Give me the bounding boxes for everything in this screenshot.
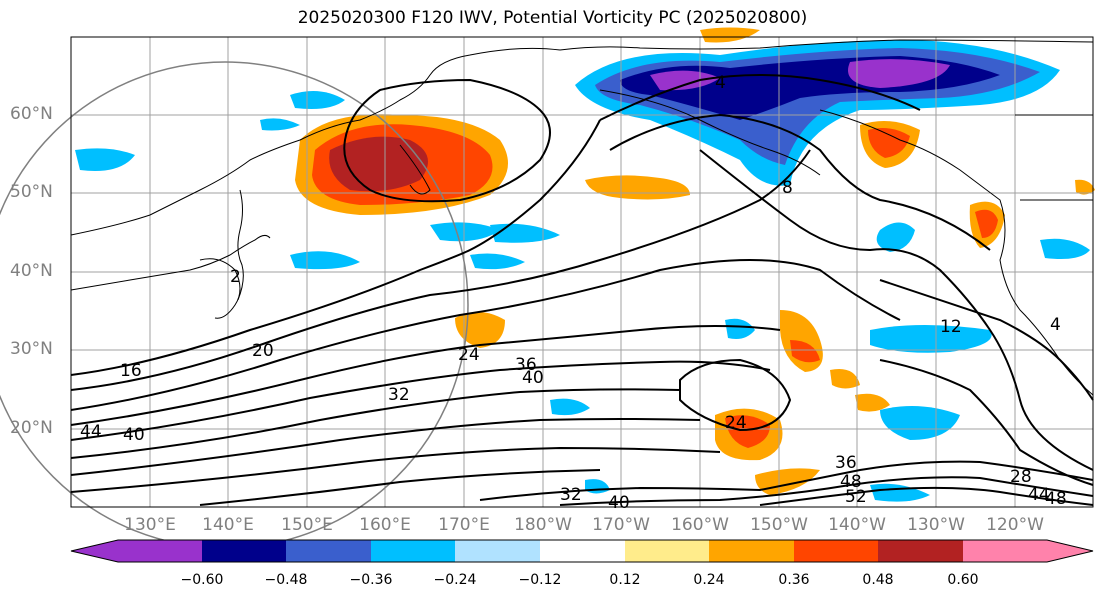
lon-label: 150°E: [281, 515, 333, 535]
map-frame: [70, 36, 1094, 508]
colorbar-segment: [794, 540, 878, 562]
colorbar-tick-label: 0.60: [947, 572, 979, 588]
contour-label: 44: [1028, 485, 1050, 505]
colorbar-tick-label: 0.36: [778, 572, 810, 588]
lat-label: 40°N: [10, 261, 53, 281]
lon-label: 170°E: [438, 515, 490, 535]
contour-label: 16: [120, 361, 142, 381]
lon-label: 130°E: [124, 515, 176, 535]
colorbar-tick-label: 0.24: [693, 572, 725, 588]
contour-label: 44: [80, 422, 102, 442]
lon-label: 120°W: [986, 515, 1044, 535]
colorbar-tick-label: 0.12: [609, 572, 641, 588]
contour-labels: 4 8 12 16 20 24 28 32 36 40 44 48 52 24 …: [80, 73, 1067, 513]
lon-label: 130°W: [907, 515, 965, 535]
colorbar-tick-label: 0.48: [862, 572, 894, 588]
colorbar-tick-label: −0.36: [349, 572, 393, 588]
lon-label: 140°W: [828, 515, 886, 535]
contour-label: 32: [388, 385, 410, 405]
colorbar-segment: [540, 540, 625, 562]
contour-label: 40: [522, 368, 544, 388]
contour-label: 36: [515, 355, 537, 375]
lat-label: 30°N: [10, 339, 53, 359]
contour-label: 48: [840, 472, 862, 492]
lon-label: 140°E: [202, 515, 254, 535]
great-circle-ring: [0, 61, 469, 549]
lon-label: 180°W: [514, 515, 572, 535]
contour-label: 4: [1050, 315, 1061, 335]
colorbar-tick-label: −0.12: [518, 572, 562, 588]
colorbar-extend-high: [1047, 540, 1093, 562]
lat-label: 60°N: [10, 104, 53, 124]
contour-label: 36: [835, 453, 857, 473]
colorbar-segment: [963, 540, 1047, 562]
colorbar: [70, 539, 1094, 563]
colorbar-outline: [70, 539, 1094, 563]
lon-label: 170°W: [592, 515, 650, 535]
colorbar-segment: [709, 540, 794, 562]
iwv-contours: [70, 74, 1094, 506]
lon-label: 160°E: [359, 515, 411, 535]
contour-label: 2: [230, 267, 241, 287]
contour-label: 40: [608, 493, 630, 513]
lat-label: 20°N: [10, 418, 53, 438]
contour-label: 24: [725, 413, 747, 433]
contour-label: 20: [252, 341, 274, 361]
lat-label: 50°N: [10, 182, 53, 202]
contour-label: 8: [782, 178, 793, 198]
coastlines: [70, 39, 1094, 396]
colorbar-segment: [371, 540, 455, 562]
colorbar-segment: [878, 540, 963, 562]
graticule: [71, 37, 1093, 507]
colorbar-tick-label: −0.24: [433, 572, 477, 588]
colorbar-segment: [118, 540, 202, 562]
contour-label: 4: [715, 73, 726, 93]
colorbar-segment: [202, 540, 286, 562]
contour-label: 24: [458, 345, 480, 365]
contour-label: 40: [123, 425, 145, 445]
contour-label: 48: [1045, 489, 1067, 509]
map-title: 2025020300 F120 IWV, Potential Vorticity…: [297, 8, 808, 28]
colorbar-segment: [625, 540, 709, 562]
lon-label: 150°W: [750, 515, 808, 535]
colorbar-extend-low: [71, 540, 118, 562]
contour-label: 52: [845, 487, 867, 507]
lon-label: 160°W: [671, 515, 729, 535]
colorbar-tick-label: −0.60: [180, 572, 224, 588]
colorbar-segment: [286, 540, 371, 562]
contour-label: 12: [940, 317, 962, 337]
colorbar-segment: [455, 540, 540, 562]
contour-label: 32: [560, 485, 582, 505]
contour-label: 28: [1010, 467, 1032, 487]
colorbar-tick-label: −0.48: [264, 572, 308, 588]
